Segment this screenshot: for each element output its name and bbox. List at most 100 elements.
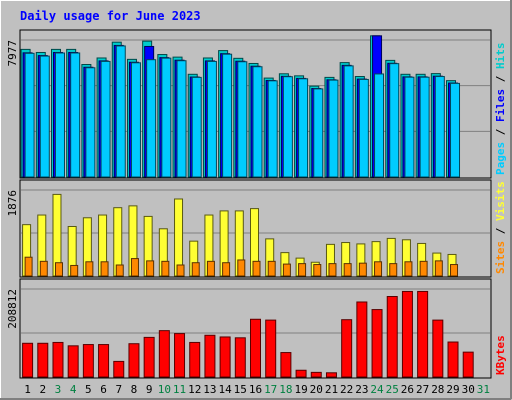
bar-pages-day-11 xyxy=(176,60,187,178)
bar-sites-day-28 xyxy=(434,260,443,277)
bar-kbytes-day-28 xyxy=(432,319,444,378)
bar-pages-day-9 xyxy=(146,59,157,178)
bar-sites-day-15 xyxy=(237,259,246,277)
bar-sites-day-23 xyxy=(358,262,367,277)
right-series-labels: Pages / Files / Hits xyxy=(494,43,507,176)
right-series-labels: KBytes xyxy=(494,335,507,375)
bar-sites-day-12 xyxy=(191,262,200,277)
bar-pages-day-27 xyxy=(419,76,430,178)
day-label-2: 2 xyxy=(39,383,46,396)
bar-sites-day-24 xyxy=(374,261,383,277)
bar-pages-day-13 xyxy=(206,60,217,178)
day-label-19: 19 xyxy=(294,383,307,396)
bar-kbytes-day-7 xyxy=(113,360,125,378)
bar-pages-day-3 xyxy=(54,52,65,178)
bar-sites-day-14 xyxy=(222,262,231,277)
bar-kbytes-day-16 xyxy=(250,318,261,378)
bar-sites-day-7 xyxy=(115,264,124,277)
bar-pages-day-19 xyxy=(298,78,309,178)
right-series-labels: Sites / Visits xyxy=(494,181,507,274)
bar-kbytes-day-22 xyxy=(341,319,353,378)
y-max-label: 1876 xyxy=(6,190,19,217)
bar-kbytes-day-27 xyxy=(417,290,429,378)
bar-pages-day-12 xyxy=(191,76,202,178)
bar-sites-day-8 xyxy=(130,258,139,277)
day-label-12: 12 xyxy=(188,383,201,396)
bar-sites-day-11 xyxy=(176,264,185,277)
bar-sites-day-27 xyxy=(419,260,428,277)
bar-pages-day-2 xyxy=(39,55,50,178)
day-label-10: 10 xyxy=(158,383,171,396)
day-label-13: 13 xyxy=(203,383,216,396)
bar-sites-day-16 xyxy=(252,260,261,277)
day-label-6: 6 xyxy=(100,383,107,396)
series-label-visits: Visits xyxy=(494,181,507,221)
day-label-4: 4 xyxy=(70,383,77,396)
bar-pages-day-22 xyxy=(343,65,354,178)
bar-sites-day-2 xyxy=(39,260,48,277)
bar-pages-day-4 xyxy=(70,52,81,178)
bar-kbytes-day-10 xyxy=(158,330,170,378)
label-separator: / xyxy=(494,69,507,89)
label-separator: / xyxy=(494,221,507,241)
bar-pages-day-20 xyxy=(313,88,324,178)
day-label-9: 9 xyxy=(146,383,153,396)
bar-kbytes-day-30 xyxy=(462,351,474,378)
bar-pages-day-17 xyxy=(267,80,278,178)
bar-kbytes-day-1 xyxy=(22,342,34,378)
bar-sites-day-25 xyxy=(389,263,398,277)
day-label-24: 24 xyxy=(370,383,384,396)
bar-kbytes-day-15 xyxy=(234,337,246,378)
bar-kbytes-day-21 xyxy=(325,372,337,378)
y-max-label: 7977 xyxy=(6,40,19,67)
bar-sites-day-22 xyxy=(343,263,352,277)
bar-kbytes-day-24 xyxy=(371,309,383,378)
day-label-18: 18 xyxy=(279,383,292,396)
bar-kbytes-day-29 xyxy=(447,341,459,378)
bar-kbytes-day-17 xyxy=(265,319,277,378)
day-label-8: 8 xyxy=(131,383,138,396)
bar-pages-day-26 xyxy=(404,76,415,178)
bar-kbytes-day-26 xyxy=(401,290,413,378)
bar-pages-day-8 xyxy=(130,62,141,178)
day-label-11: 11 xyxy=(173,383,186,396)
label-separator: / xyxy=(494,122,507,142)
bar-kbytes-day-23 xyxy=(356,301,368,378)
bar-pages-day-21 xyxy=(328,79,339,178)
panel-hits-files-pages: 7977 Pages / Files / Hits xyxy=(6,29,507,179)
bar-sites-day-5 xyxy=(85,261,94,277)
day-label-27: 27 xyxy=(416,383,429,396)
bar-kbytes-day-3 xyxy=(52,341,64,378)
bar-kbytes-day-8 xyxy=(128,343,140,378)
bar-kbytes-day-11 xyxy=(174,333,186,378)
bar-pages-day-28 xyxy=(434,76,445,178)
day-label-1: 1 xyxy=(24,383,31,396)
day-label-7: 7 xyxy=(115,383,122,396)
bar-kbytes-day-19 xyxy=(295,369,307,378)
series-label-pages: Pages xyxy=(494,142,507,175)
bar-kbytes-day-20 xyxy=(310,371,322,378)
series-label-kbytes: KBytes xyxy=(494,335,507,375)
bar-kbytes-day-13 xyxy=(204,334,216,378)
bar-visits-day-11 xyxy=(174,198,184,277)
bar-sites-day-21 xyxy=(328,263,337,277)
bar-kbytes-day-14 xyxy=(219,336,231,378)
day-label-31: 31 xyxy=(477,383,490,396)
bar-pages-day-14 xyxy=(222,53,233,178)
bar-sites-day-17 xyxy=(267,260,276,277)
day-label-16: 16 xyxy=(249,383,262,396)
series-label-files: Files xyxy=(494,89,507,122)
day-label-30: 30 xyxy=(462,383,475,396)
bar-sites-day-20 xyxy=(313,264,322,277)
bar-sites-day-13 xyxy=(206,260,215,277)
bar-kbytes-day-4 xyxy=(67,345,79,378)
bar-sites-day-29 xyxy=(450,264,459,277)
chart-title: Daily usage for June 2023 xyxy=(20,9,201,23)
bar-pages-day-1 xyxy=(24,52,35,178)
bar-pages-day-25 xyxy=(389,63,400,178)
bar-sites-day-3 xyxy=(54,262,63,277)
bar-pages-day-24 xyxy=(374,73,385,178)
day-label-14: 14 xyxy=(218,383,232,396)
series-label-sites: Sites xyxy=(494,241,507,274)
